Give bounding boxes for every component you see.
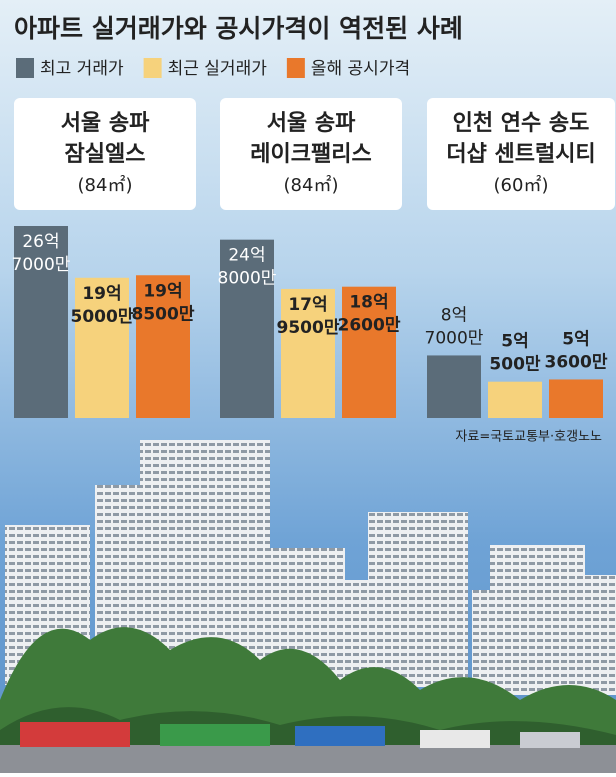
legend-label: 최고 거래가 bbox=[40, 59, 124, 79]
category-label: (84㎡) bbox=[284, 174, 339, 196]
category-label: 인천 연수 송도 bbox=[453, 111, 590, 136]
legend-label: 올해 공시가격 bbox=[311, 59, 410, 79]
value-label: 7000만 bbox=[12, 255, 71, 275]
value-label: 500만 bbox=[489, 355, 540, 375]
legend-swatch bbox=[286, 58, 305, 78]
photo bbox=[0, 440, 616, 773]
category-label: (60㎡) bbox=[494, 174, 549, 196]
value-label: 24억 bbox=[228, 246, 265, 266]
bar bbox=[488, 381, 542, 418]
bar bbox=[342, 286, 396, 418]
bar bbox=[14, 226, 68, 418]
value-label: 9500만 bbox=[277, 318, 340, 338]
value-label: 19억 bbox=[143, 281, 182, 301]
category-label: 잠실엘스 bbox=[65, 142, 146, 167]
value-label: 18억 bbox=[349, 293, 388, 313]
value-label: 8억 bbox=[441, 305, 467, 325]
bar bbox=[427, 355, 481, 418]
bar bbox=[549, 379, 603, 418]
value-label: 26억 bbox=[22, 232, 59, 252]
category-box bbox=[220, 98, 402, 210]
bar bbox=[75, 277, 129, 418]
source: 자료=국토교통부·호갱노노 bbox=[455, 430, 602, 445]
category-label: 더샵 센트럴시티 bbox=[446, 142, 595, 167]
value-label: 8500만 bbox=[132, 304, 195, 324]
value-label: 19억 bbox=[82, 284, 121, 304]
bar bbox=[281, 288, 335, 418]
value-label: 3600만 bbox=[545, 352, 608, 372]
value-label: 5억 bbox=[501, 332, 528, 352]
value-label: 5000만 bbox=[71, 307, 134, 327]
legend-label: 최근 실거래가 bbox=[168, 59, 268, 79]
category-box bbox=[427, 98, 615, 210]
chart-title: 아파트 실거래가와 공시가격이 역전된 사례 bbox=[14, 14, 463, 43]
category-box bbox=[14, 98, 196, 210]
category-label: 레이크팰리스 bbox=[250, 142, 371, 167]
value-label: 5억 bbox=[562, 329, 589, 349]
value-label: 2600만 bbox=[338, 316, 401, 336]
legend-swatch bbox=[143, 58, 162, 78]
value-label: 8000만 bbox=[218, 269, 277, 289]
category-label: 서울 송파 bbox=[61, 111, 150, 136]
category-label: (84㎡) bbox=[78, 174, 133, 196]
bar bbox=[220, 239, 274, 418]
value-label: 17억 bbox=[288, 295, 327, 315]
value-label: 7000만 bbox=[425, 328, 484, 348]
category-label: 서울 송파 bbox=[267, 111, 356, 136]
legend-swatch bbox=[16, 58, 34, 78]
bar bbox=[136, 275, 190, 418]
